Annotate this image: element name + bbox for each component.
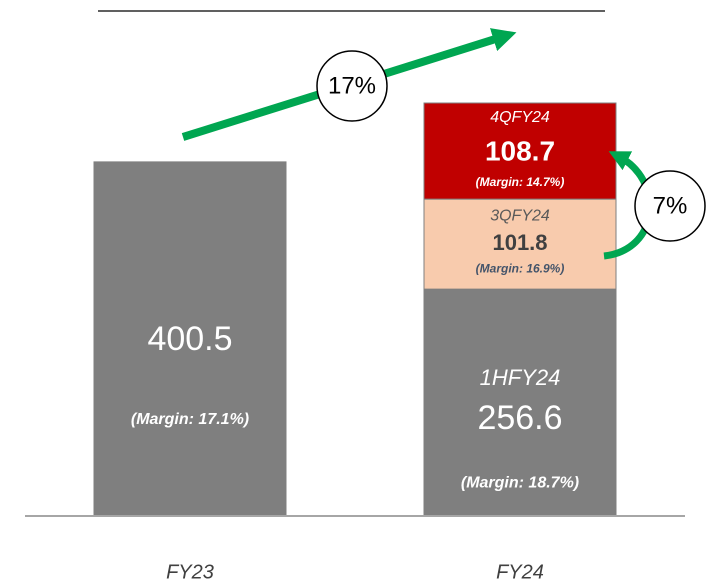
bar-segment	[423, 288, 617, 517]
segment-label: 3QFY24	[490, 207, 550, 224]
bars: 400.5 (Margin: 17.1%) FY23 1HFY24 256.6 (Marg…	[93, 102, 617, 583]
bar-segment	[423, 102, 617, 200]
x-tick-label: FY23	[166, 561, 214, 583]
segment-label: 4QFY24	[490, 109, 550, 126]
bar-segment	[423, 198, 617, 290]
value-label: 400.5	[147, 320, 232, 358]
growth-bubble	[316, 50, 388, 122]
margin-label: (Margin: 17.1%)	[131, 411, 249, 428]
growth-label: 17%	[328, 72, 376, 99]
margin-label: (Margin: 18.7%)	[461, 474, 579, 491]
segment-label: 1HFY24	[480, 365, 561, 390]
value-label: 256.6	[477, 399, 562, 437]
qoq-label: 7%	[653, 192, 688, 219]
margin-label: (Margin: 16.9%)	[476, 261, 565, 275]
value-label: 108.7	[485, 135, 555, 166]
value-label: 101.8	[492, 230, 547, 255]
qoq-bubble	[634, 170, 706, 242]
x-tick-label: FY24	[496, 561, 544, 583]
margin-label: (Margin: 14.7%)	[476, 175, 565, 189]
